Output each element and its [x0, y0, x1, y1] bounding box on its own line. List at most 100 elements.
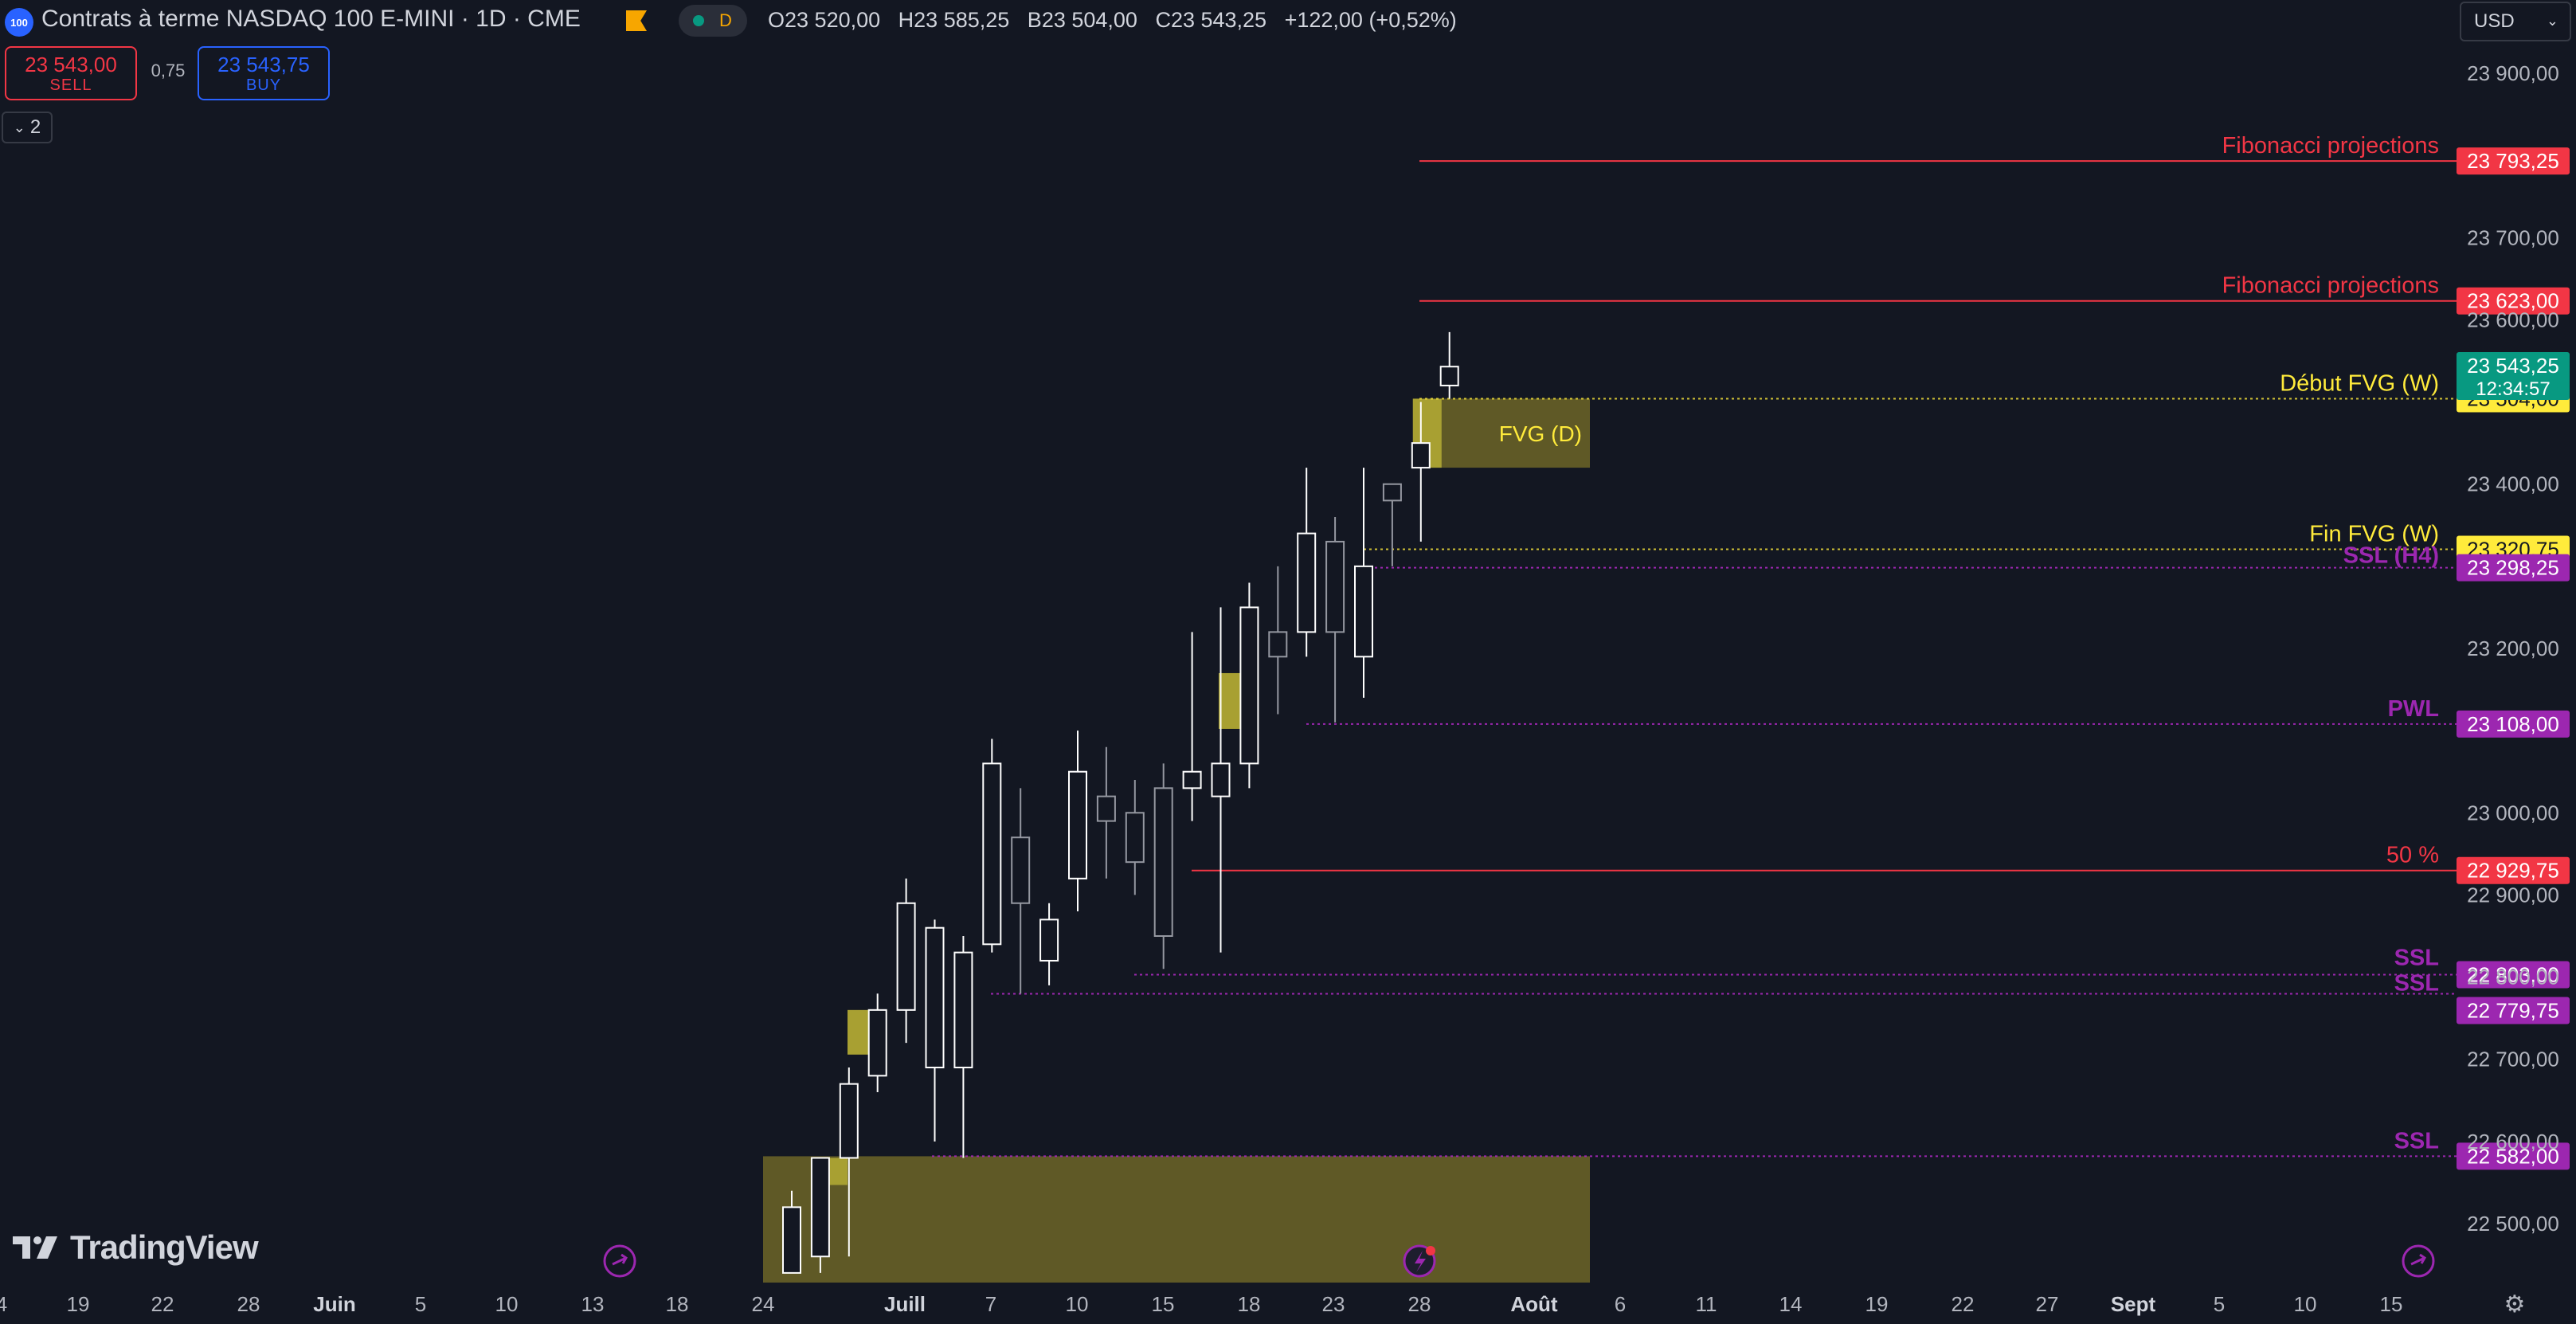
last-price-tag: [2457, 351, 2570, 400]
candle-body: [1068, 770, 1087, 879]
close-value: 23 543,25: [1170, 8, 1267, 32]
time-axis-tick: 15: [2380, 1292, 2403, 1316]
close-label: C: [1155, 8, 1171, 32]
level-label: SSL: [2394, 970, 2439, 996]
time-axis-tick: 15: [1152, 1292, 1175, 1316]
price-axis-tick: 23 400,00: [2467, 472, 2559, 496]
indicators-collapse-button[interactable]: ⌄ 2: [2, 112, 53, 143]
candle-body: [839, 1083, 859, 1159]
level-price-tag: [2457, 554, 2570, 582]
currency-select[interactable]: USD ⌄: [2460, 2, 2571, 41]
fvg-zone-d-label: FVG (D): [1499, 421, 1582, 446]
level-label: SSL: [2394, 945, 2439, 970]
event-marker-icon: [603, 1244, 636, 1278]
time-axis-tick: 19: [1865, 1292, 1889, 1316]
time-axis-tick: Août: [1510, 1292, 1558, 1316]
symbol-logo-icon: 100: [5, 8, 33, 37]
level-price-tag: [2457, 997, 2570, 1024]
fvg-zone-d: [1412, 398, 1590, 468]
candle-body: [810, 1157, 830, 1258]
high-value: 23 585,25: [914, 8, 1010, 32]
level-price-tag-text: 22 779,75: [2467, 998, 2559, 1022]
time-axis-tick: 23: [1322, 1292, 1345, 1316]
time-axis-tick: 7: [985, 1292, 996, 1316]
candle-body: [1382, 483, 1402, 502]
gear-icon[interactable]: ⚙: [2504, 1291, 2526, 1318]
level-price-tag: [2457, 147, 2570, 175]
data-status-letter: D: [719, 10, 732, 30]
candle-body: [1125, 812, 1145, 864]
low-value: 23 504,00: [1041, 8, 1137, 32]
price-axis-tick: 23 000,00: [2467, 801, 2559, 825]
bar-countdown: 12:34:57: [2476, 378, 2550, 400]
time-axis-tick: 13: [581, 1292, 605, 1316]
candle-body: [1011, 836, 1031, 904]
level-label: SSL: [2394, 1128, 2439, 1154]
time-axis-tick: 10: [495, 1292, 519, 1316]
high-label: H: [898, 8, 914, 32]
level-label: Début FVG (W): [2280, 370, 2439, 396]
notification-dot-icon: [1426, 1246, 1435, 1255]
time-axis-tick: 6: [1615, 1292, 1626, 1316]
time-axis-tick: Sept: [2111, 1292, 2156, 1316]
level-price-tag: [2457, 856, 2570, 884]
sell-label: SELL: [49, 76, 92, 94]
level-price-tag-text: 23 108,00: [2467, 712, 2559, 736]
time-axis-tick: 22: [151, 1292, 174, 1316]
chevron-down-icon: ⌄: [13, 119, 25, 135]
time-axis-tick: 27: [2036, 1292, 2059, 1316]
time-axis-tick: 28: [1408, 1292, 1431, 1316]
spread-value: 0,75: [151, 61, 186, 80]
time-axis-tick: 18: [1238, 1292, 1261, 1316]
level-label: PWL: [2388, 696, 2439, 722]
last-price-tag-text: 23 543,25: [2467, 354, 2559, 378]
candle-body: [896, 902, 916, 1011]
buy-button[interactable]: 23 543,75 BUY: [198, 46, 330, 100]
level-label: Fibonacci projections: [2222, 273, 2439, 299]
candle-body: [1211, 762, 1231, 797]
candle-body: [1239, 606, 1259, 765]
time-axis-tick: 5: [415, 1292, 426, 1316]
symbol-title[interactable]: Contrats à terme NASDAQ 100 E-MINI · 1D …: [41, 6, 581, 32]
candle-body: [1153, 787, 1173, 937]
price-axis-tick: 22 500,00: [2467, 1212, 2559, 1236]
candle-body: [1354, 565, 1373, 658]
level-price-tag: [2457, 287, 2570, 315]
market-open-dot-icon: [693, 15, 704, 26]
time-axis-tick: 28: [237, 1292, 260, 1316]
low-label: B: [1027, 8, 1042, 32]
candle-body: [925, 926, 945, 1069]
buy-price: 23 543,75: [217, 53, 310, 76]
price-axis-tick: 22 600,00: [2467, 1130, 2559, 1154]
time-axis-tick: 11: [1696, 1292, 1717, 1316]
level-label: SSL (H4): [2343, 543, 2439, 569]
time-axis-tick: 10: [1066, 1292, 1089, 1316]
time-axis-tick: 22: [1952, 1292, 1975, 1316]
level-price-tag-text: 22 582,00: [2467, 1144, 2559, 1168]
time-axis-tick: Juin: [313, 1292, 355, 1316]
level-label: Fibonacci projections: [2222, 133, 2439, 159]
price-axis-tick: 23 200,00: [2467, 637, 2559, 660]
candle-body: [982, 762, 1002, 946]
level-price-tag: [2457, 961, 2570, 989]
price-axis-tick: 22 700,00: [2467, 1048, 2559, 1071]
candle-body: [1297, 532, 1317, 633]
candle-body: [953, 951, 973, 1069]
tradingview-logo[interactable]: TradingView: [11, 1228, 259, 1267]
open-label: O: [768, 8, 785, 32]
event-marker-icon: [2402, 1244, 2435, 1278]
candle-body: [1268, 631, 1288, 658]
candle-body: [1439, 366, 1459, 386]
level-price-tag-text: 22 803,00: [2467, 962, 2559, 986]
buy-label: BUY: [245, 76, 282, 94]
tradingview-mark-icon: [13, 1236, 57, 1259]
ohlc-readout: O23 520,00 H23 585,25 B23 504,00 C23 543…: [768, 8, 1457, 33]
candle-body: [1096, 795, 1116, 822]
indicators-count: 2: [29, 116, 41, 138]
market-status-pill[interactable]: [679, 5, 747, 37]
level-price-tag: [2457, 1142, 2570, 1170]
candle-body: [782, 1206, 801, 1274]
event-arrow-icon: [2410, 1253, 2426, 1266]
sell-button[interactable]: 23 543,00 SELL: [5, 46, 137, 100]
